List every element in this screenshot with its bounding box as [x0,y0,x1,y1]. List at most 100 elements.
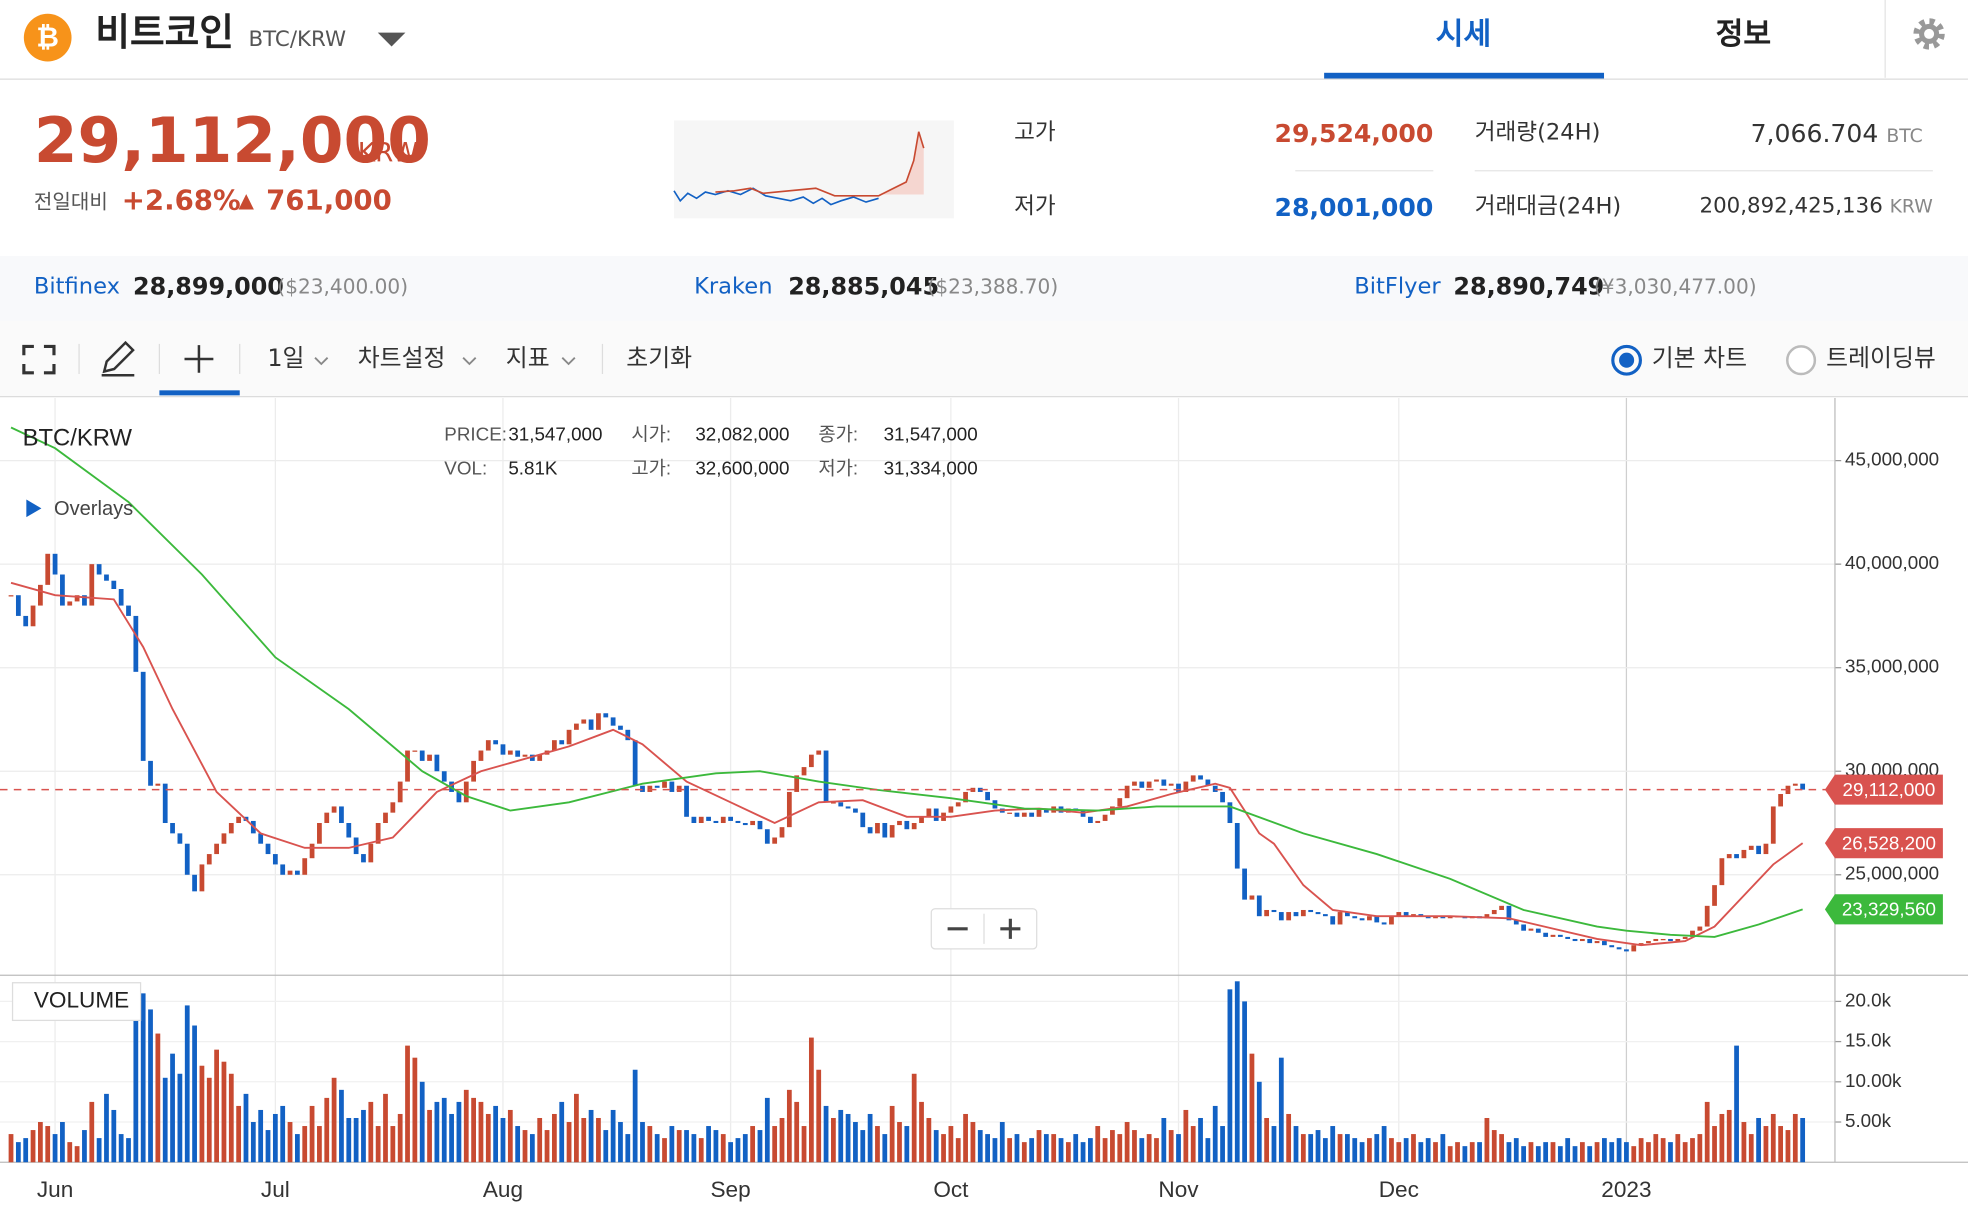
candle [1528,928,1534,931]
volume-bar [1161,1117,1167,1163]
volume-bar [1690,1138,1695,1163]
volume-bar [199,1065,205,1163]
candle [618,725,623,730]
candle [228,823,234,834]
candle [1550,934,1556,937]
volume-bar [1418,1142,1424,1163]
volume-bar [662,1138,667,1163]
candle [485,740,491,751]
tab[interactable]: 정보 [1715,16,1772,52]
volume-bar [1352,1138,1358,1163]
volume-bar [1704,1101,1710,1163]
candle [772,837,778,844]
candle [67,601,73,606]
candle [654,785,660,788]
info-label: 시가: [631,423,671,444]
radio[interactable] [1786,345,1817,376]
volume-bar [1278,1057,1284,1163]
volume-bar [1117,1134,1123,1163]
candle [1352,916,1358,919]
candle [728,816,733,821]
candle [1132,781,1137,786]
volume-bar [933,1130,939,1163]
mode-option[interactable]: 기본 차트 [1651,344,1748,373]
volume-bar [126,1138,131,1163]
price-tag [1824,774,1943,805]
volume-bar [133,989,139,1163]
volume-bar [96,1138,102,1163]
volume-bar [1616,1138,1622,1163]
candle [1418,914,1424,917]
volume-bar [1132,1130,1137,1163]
volume-bar [999,1122,1005,1163]
stat-number: 200,892,425,136 [1699,193,1883,220]
volume-label: VOLUME [34,988,129,1013]
candle [1756,845,1761,855]
candle [1682,936,1688,939]
volume-bar [698,1138,704,1163]
volume-bar [456,1101,462,1163]
zoom-control[interactable] [930,908,1038,950]
volume-bar [192,1025,197,1163]
candle [904,820,910,830]
fullscreen-icon[interactable] [22,344,56,375]
volume-bar [772,1126,778,1163]
sparkline-area [878,131,924,195]
volume-bar [23,1138,29,1163]
volume-bar [471,1097,476,1163]
volume-bar [823,1105,829,1163]
dropdown-arrow[interactable] [377,32,406,47]
radio-checked[interactable] [1611,344,1642,376]
candle [1447,916,1453,919]
volume-bar [1183,1109,1189,1163]
volume-bar [170,1053,175,1163]
volume-bar [1646,1142,1651,1163]
indicators[interactable]: 지표 [505,344,550,373]
volume-bar [346,1117,352,1163]
volume-bar [1785,1130,1791,1163]
volume-bar [544,1130,550,1163]
interval-select[interactable]: 1일 [267,344,305,373]
pencil-icon[interactable] [101,340,135,377]
volume-bar [1778,1126,1784,1163]
volume-bar [992,1138,998,1163]
chart-settings[interactable]: 차트설정 [357,344,446,373]
candle [1198,775,1203,780]
candle [691,816,697,824]
volume-bar [89,1101,95,1163]
candle [515,750,521,757]
x-tick-label: Oct [933,1177,969,1202]
stat-label: 고가 [1014,119,1056,146]
volume-bar [948,1126,954,1163]
exchange-name: Bitfinex [33,273,120,300]
volume-bar [52,1134,58,1163]
candle [1139,781,1145,788]
y-tick-label: 40,000,000 [1845,552,1939,573]
settings-icon[interactable] [1913,18,1945,50]
tab[interactable]: 시세 [1435,16,1492,52]
reset[interactable]: 초기화 [626,344,693,373]
tab-underline [1324,72,1605,80]
candle [919,816,924,824]
radio-dot [1619,352,1635,368]
candle [551,740,557,751]
stat-number: 7,066.704 [1750,117,1879,149]
volume-bar [860,1130,866,1163]
candle [1624,949,1629,952]
volume-bar [1565,1138,1571,1163]
volume-bar [1205,1138,1211,1163]
candle [750,820,756,826]
sparkline [673,187,879,206]
y-tick-label: 10.00k [1845,1070,1902,1091]
candle [566,729,572,745]
candle [1800,783,1806,790]
candle [1675,938,1681,942]
crosshair-icon[interactable] [184,345,214,373]
candle [1242,868,1247,900]
candle [1396,912,1402,917]
volume-bar [1440,1134,1446,1163]
exchange-name: BitFlyer [1354,273,1441,300]
volume-bar [574,1093,579,1163]
volume-bar [1528,1142,1534,1163]
mode-option[interactable]: 트레이딩뷰 [1826,344,1936,373]
